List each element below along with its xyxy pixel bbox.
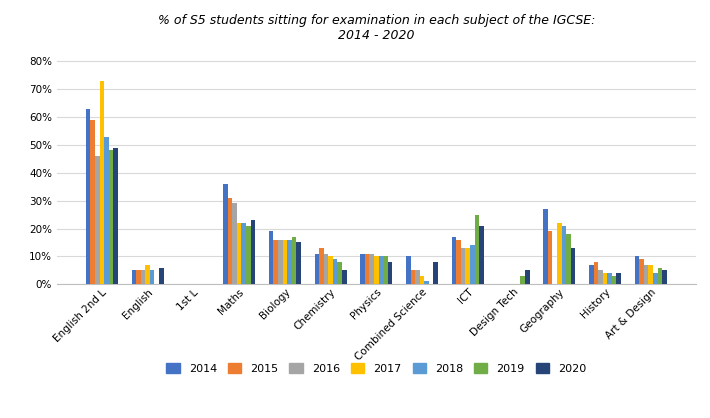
Bar xyxy=(616,273,621,284)
Bar xyxy=(662,270,667,284)
Bar xyxy=(644,265,648,284)
Bar xyxy=(114,148,118,284)
Bar xyxy=(287,240,292,284)
Bar xyxy=(296,242,301,284)
Bar xyxy=(328,256,333,284)
Bar xyxy=(90,120,95,284)
Bar xyxy=(374,256,378,284)
Bar xyxy=(589,265,594,284)
Bar xyxy=(657,268,662,284)
Bar xyxy=(319,248,324,284)
Bar xyxy=(104,137,109,284)
Bar xyxy=(369,254,374,284)
Bar xyxy=(159,268,163,284)
Bar xyxy=(378,256,383,284)
Bar xyxy=(420,276,425,284)
Bar xyxy=(365,254,369,284)
Bar xyxy=(562,226,566,284)
Bar xyxy=(548,231,552,284)
Bar xyxy=(383,256,388,284)
Bar xyxy=(315,254,319,284)
Bar xyxy=(452,237,457,284)
Bar xyxy=(278,240,283,284)
Bar xyxy=(95,156,99,284)
Bar xyxy=(223,184,228,284)
Bar xyxy=(273,240,278,284)
Legend: 2014, 2015, 2016, 2017, 2018, 2019, 2020: 2014, 2015, 2016, 2017, 2018, 2019, 2020 xyxy=(163,360,589,377)
Bar xyxy=(612,276,616,284)
Bar xyxy=(557,223,562,284)
Bar xyxy=(653,273,657,284)
Bar xyxy=(342,270,346,284)
Bar xyxy=(241,223,246,284)
Bar xyxy=(594,262,598,284)
Bar xyxy=(228,198,232,284)
Bar xyxy=(86,109,90,284)
Bar xyxy=(146,265,150,284)
Bar xyxy=(635,256,639,284)
Bar xyxy=(410,270,415,284)
Bar xyxy=(434,262,438,284)
Bar xyxy=(333,259,337,284)
Bar xyxy=(603,273,607,284)
Bar xyxy=(520,276,525,284)
Title: % of S5 students sitting for examination in each subject of the IGCSE:
2014 - 20: % of S5 students sitting for examination… xyxy=(158,14,595,42)
Bar xyxy=(237,223,241,284)
Bar xyxy=(150,270,155,284)
Bar xyxy=(639,259,644,284)
Bar xyxy=(324,254,328,284)
Bar xyxy=(525,270,530,284)
Bar xyxy=(648,265,653,284)
Bar xyxy=(543,209,548,284)
Bar xyxy=(109,150,114,284)
Bar xyxy=(141,270,146,284)
Bar xyxy=(246,226,251,284)
Bar xyxy=(131,270,136,284)
Bar xyxy=(292,237,296,284)
Bar xyxy=(571,248,575,284)
Bar xyxy=(283,240,287,284)
Bar xyxy=(466,248,470,284)
Bar xyxy=(566,234,571,284)
Bar xyxy=(360,254,365,284)
Bar xyxy=(470,245,475,284)
Bar xyxy=(337,262,342,284)
Bar xyxy=(269,231,273,284)
Bar xyxy=(388,262,393,284)
Bar xyxy=(415,270,420,284)
Bar xyxy=(457,240,461,284)
Bar xyxy=(406,256,410,284)
Bar xyxy=(479,226,484,284)
Bar xyxy=(598,270,603,284)
Bar xyxy=(99,81,104,284)
Bar xyxy=(475,214,479,284)
Bar xyxy=(251,220,255,284)
Bar xyxy=(232,204,237,284)
Bar xyxy=(136,270,141,284)
Bar xyxy=(607,273,612,284)
Bar xyxy=(461,248,466,284)
Bar xyxy=(425,281,429,284)
